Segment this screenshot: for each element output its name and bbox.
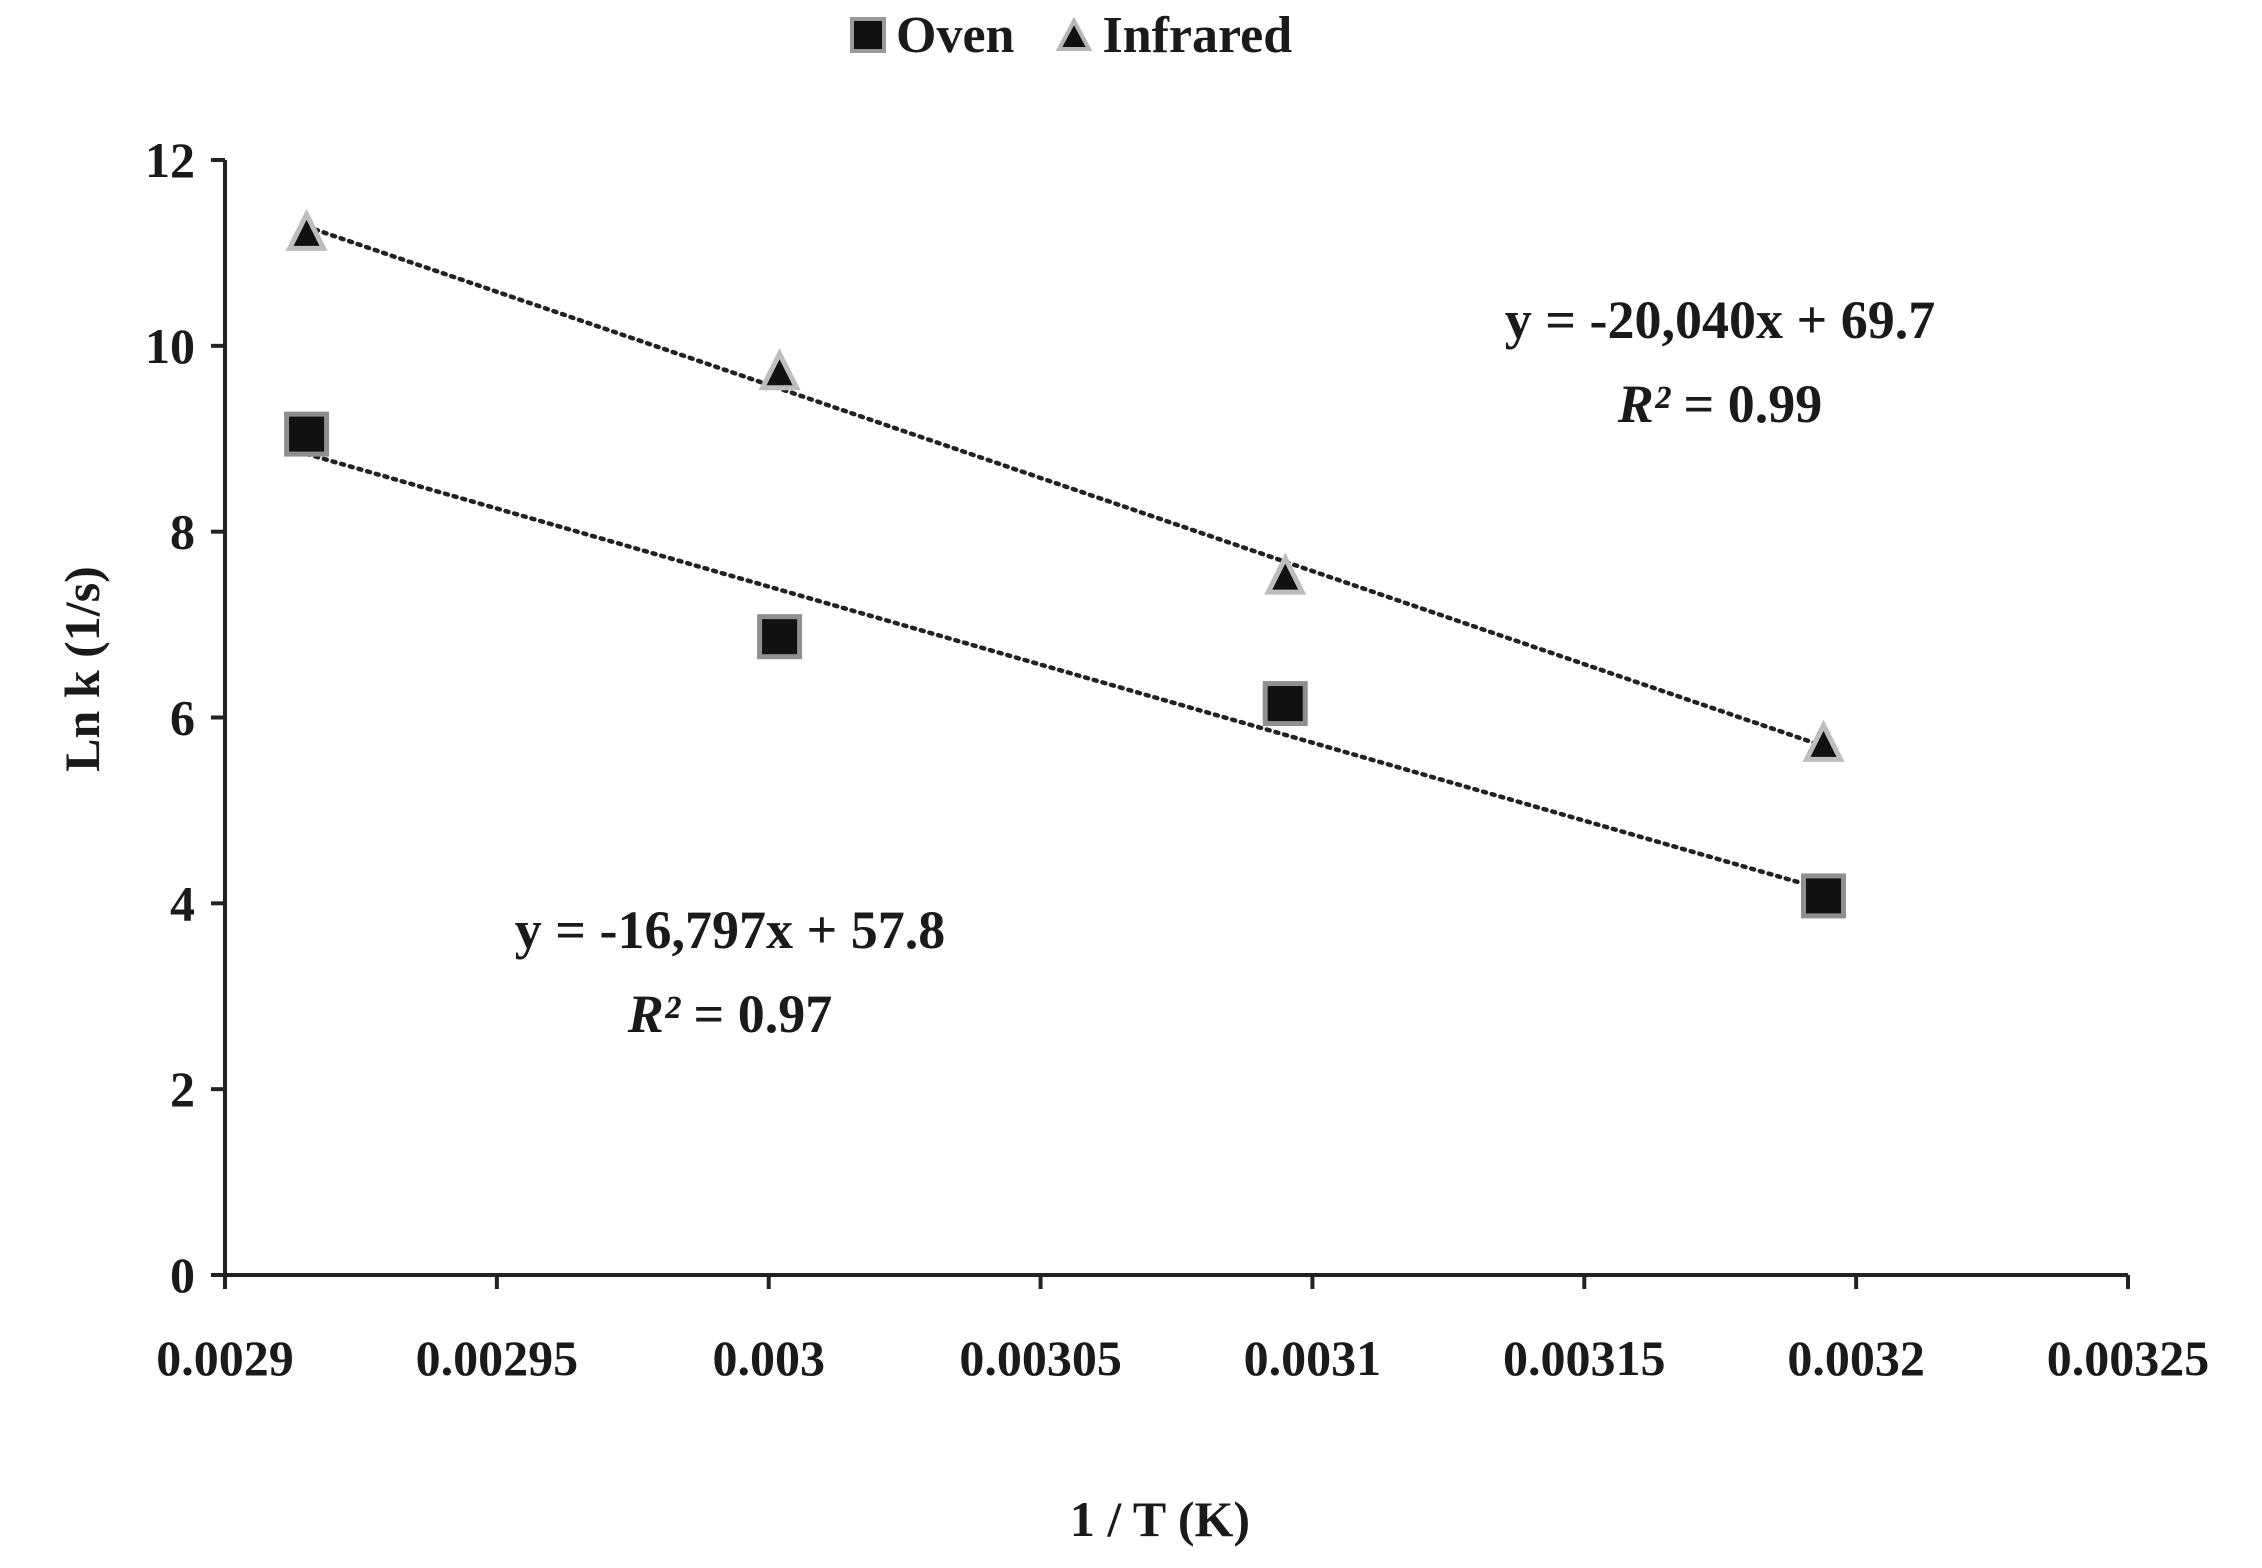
triangle-marker-icon (1056, 16, 1093, 51)
data-point-infrared (758, 348, 801, 391)
y-tick-label: 6 (170, 690, 195, 746)
trendline-oven (304, 451, 1826, 892)
oven-equation: y = -16,797x + 57.8 (514, 900, 946, 960)
data-point-oven (1262, 681, 1308, 727)
x-tick-label: 0.0032 (1787, 1330, 1925, 1386)
legend-item-infrared[interactable]: Infrared (1054, 6, 1292, 65)
square-marker-icon (850, 17, 886, 53)
infrared-equation-annotation: y = -20,040x + 69.7 R² = 0.99 (1440, 278, 2000, 446)
x-tick-label: 0.0031 (1244, 1330, 1382, 1386)
oven-r2-label: R² (627, 984, 680, 1044)
y-tick-label: 2 (170, 1061, 195, 1117)
legend-label-infrared: Infrared (1102, 6, 1293, 64)
oven-r2-value: = 0.97 (693, 984, 833, 1044)
y-tick-label: 0 (170, 1247, 195, 1303)
trendline-infrared (304, 224, 1826, 749)
data-point-infrared (1264, 552, 1307, 595)
data-point-oven (757, 614, 803, 660)
x-tick-label: 0.003 (712, 1330, 825, 1386)
y-tick-label: 12 (145, 132, 195, 188)
infrared-equation: y = -20,040x + 69.7 (1504, 290, 1936, 350)
y-axis-title: Ln k (1/s) (54, 566, 110, 772)
x-tick-label: 0.00325 (2047, 1330, 2210, 1386)
data-point-infrared (285, 208, 328, 251)
data-point-oven (1801, 873, 1847, 919)
y-tick-label: 8 (170, 504, 195, 560)
oven-equation-annotation: y = -16,797x + 57.8 R² = 0.97 (450, 888, 1010, 1056)
legend-label-oven: Oven (896, 6, 1015, 64)
infrared-r2-value: = 0.99 (1683, 374, 1823, 434)
y-tick-label: 10 (145, 318, 195, 374)
x-axis-title: 1 / T (K) (1069, 1491, 1251, 1547)
data-point-infrared (1802, 719, 1845, 762)
y-tick-label: 4 (170, 875, 195, 931)
data-point-oven (284, 411, 330, 457)
x-tick-label: 0.00305 (959, 1330, 1122, 1386)
x-tick-label: 0.0029 (156, 1330, 294, 1386)
x-tick-label: 0.00315 (1503, 1330, 1666, 1386)
legend: Oven Infrared (848, 0, 1332, 70)
legend-item-oven[interactable]: Oven (848, 6, 1014, 65)
x-tick-label: 0.00295 (416, 1330, 579, 1386)
infrared-r2-label: R² (1617, 374, 1670, 434)
